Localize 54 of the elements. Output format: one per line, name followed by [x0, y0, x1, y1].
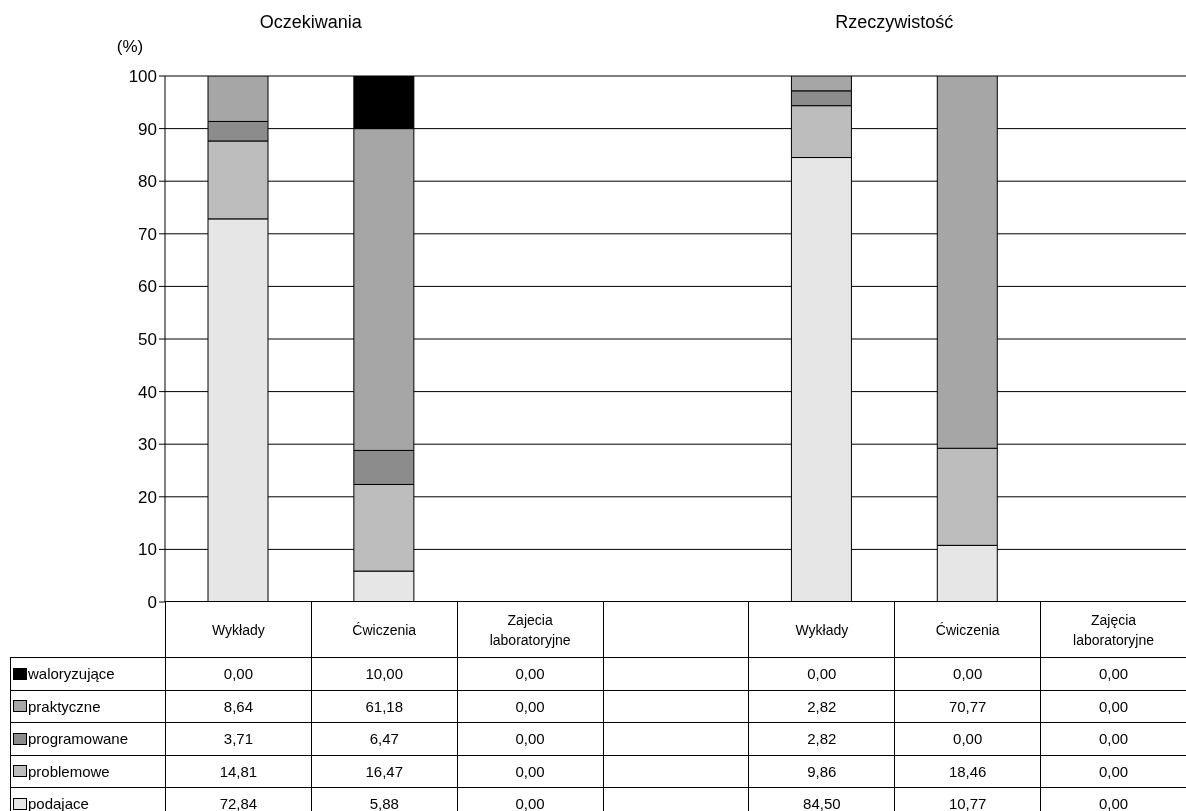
data-label: 6,47 [310, 722, 458, 756]
data-label: 70,77 [894, 689, 1042, 723]
data-label: 0,00 [456, 657, 604, 691]
data-label: 0,00 [1040, 754, 1186, 788]
y-tick-label: 20 [138, 487, 157, 507]
x-tick-label: Ćwiczenia [935, 620, 1000, 640]
y-tick-label: 80 [138, 172, 157, 192]
y-tick-label: 60 [138, 277, 157, 297]
y-tick-label: 30 [138, 435, 157, 455]
text: Oczekiwania [258, 12, 363, 33]
data-label: 0,00 [894, 657, 1042, 691]
x-tick-label: Wykłady [795, 620, 849, 640]
data-label: 0,00 [456, 787, 604, 811]
data-label: 84,50 [748, 787, 896, 811]
legend-label: programowane [28, 730, 129, 748]
y-tick-label: 10 [138, 540, 157, 560]
text: Rzeczywistość [834, 12, 955, 33]
x-tick-label: Ćwiczenia [352, 620, 417, 640]
data-label: 10,00 [310, 657, 458, 691]
data-label: 9,86 [748, 754, 896, 788]
y-tick-label: 0 [147, 593, 157, 613]
y-axis-title: (%) [115, 37, 145, 57]
data-label: 0,00 [1040, 722, 1186, 756]
data-label: 0,00 [748, 657, 896, 691]
data-label: 0,00 [1040, 689, 1186, 723]
legend-label: problemowe [28, 762, 110, 780]
x-tick-label: Zajęcia laboratoryjne [1072, 610, 1156, 650]
data-label: 0,00 [165, 657, 312, 691]
data-label: 8,64 [165, 689, 312, 723]
data-label: 0,00 [456, 722, 604, 756]
data-label: 3,71 [165, 722, 312, 756]
data-label: 10,77 [894, 787, 1042, 811]
y-tick-label: 90 [138, 119, 157, 139]
data-label: 2,82 [748, 689, 896, 723]
y-tick-label: 50 [138, 330, 157, 350]
data-label: 0,00 [456, 689, 604, 723]
y-tick-label: 40 [138, 382, 157, 402]
data-label: 72,84 [165, 787, 312, 811]
data-label: 18,46 [894, 754, 1042, 788]
x-tick-label: Wykłady [212, 620, 265, 640]
y-tick-label: 100 [128, 67, 157, 87]
data-label: 5,88 [310, 787, 458, 811]
data-label: 0,00 [456, 754, 604, 788]
x-tick-label: Zajecia laboratoryjne [488, 610, 572, 650]
legend-label: waloryzujące [28, 665, 115, 683]
data-label: 16,47 [310, 754, 458, 788]
data-label: 2,82 [748, 722, 896, 756]
data-label: 0,00 [1040, 787, 1186, 811]
data-label: 61,18 [310, 689, 458, 723]
data-label: 0,00 [1040, 657, 1186, 691]
y-tick-label: 70 [138, 224, 157, 244]
data-label: 0,00 [894, 722, 1042, 756]
data-label: 14,81 [165, 754, 312, 788]
legend-label: praktyczne [28, 697, 101, 715]
